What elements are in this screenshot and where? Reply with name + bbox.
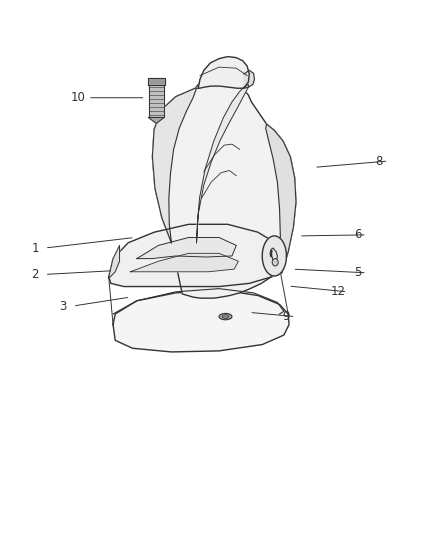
Polygon shape <box>262 236 286 276</box>
Text: 8: 8 <box>375 155 383 167</box>
Text: 1: 1 <box>32 241 39 255</box>
Text: 9: 9 <box>282 310 290 323</box>
Polygon shape <box>244 70 254 88</box>
Circle shape <box>272 259 278 266</box>
Ellipse shape <box>222 315 229 318</box>
Polygon shape <box>266 124 296 273</box>
Polygon shape <box>197 85 248 243</box>
Polygon shape <box>148 78 165 85</box>
Polygon shape <box>152 79 296 298</box>
Polygon shape <box>113 290 289 352</box>
Ellipse shape <box>219 313 232 320</box>
Text: 3: 3 <box>60 300 67 312</box>
Text: 5: 5 <box>354 266 361 279</box>
Polygon shape <box>198 56 249 88</box>
Text: 6: 6 <box>353 228 361 241</box>
Text: 12: 12 <box>330 285 346 298</box>
Polygon shape <box>109 224 282 287</box>
Polygon shape <box>131 253 238 272</box>
Polygon shape <box>137 238 236 259</box>
Polygon shape <box>152 88 197 243</box>
Text: 10: 10 <box>71 91 86 104</box>
Polygon shape <box>148 85 164 117</box>
Text: 2: 2 <box>32 268 39 281</box>
Polygon shape <box>148 117 164 124</box>
Polygon shape <box>109 245 120 277</box>
